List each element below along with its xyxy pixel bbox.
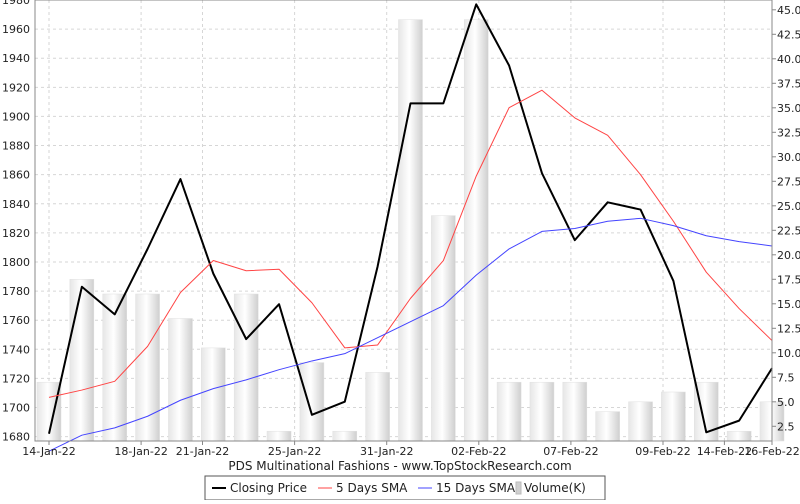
right-tick-label: 42.5: [777, 28, 800, 41]
legend-label: 15 Days SMA: [436, 481, 516, 495]
right-tick-label: 45.0: [777, 4, 800, 17]
left-tick-label: 1800: [2, 256, 30, 269]
x-tick-label: 31-Jan-22: [360, 445, 414, 458]
left-tick-label: 1920: [2, 81, 30, 94]
volume-bar: [726, 430, 752, 442]
left-tick-label: 1760: [2, 314, 30, 327]
left-tick-label: 1700: [2, 402, 30, 415]
left-tick-label: 1900: [2, 110, 30, 123]
legend-label: Closing Price: [230, 481, 307, 495]
right-tick-label: 37.5: [777, 77, 800, 90]
volume-bar: [102, 293, 127, 442]
right-axis: 2.5 5.0 7.5 10.0 12.5 15.0 17.5 20.0 22.5 25.0 27.…: [772, 4, 800, 433]
right-tick-label: 25.0: [777, 200, 800, 213]
plot-frame: [34, 0, 773, 442]
volume-bar: [69, 279, 95, 442]
volume-bar: [201, 347, 226, 442]
volume-bar: [496, 381, 522, 442]
x-tick-label: 09-Feb-22: [635, 445, 690, 458]
chart-title: PDS Multinational Fashions - www.TopStoc…: [228, 459, 571, 473]
x-tick-label: 21-Jan-22: [176, 445, 230, 458]
x-tick-label: 14-Feb-22: [697, 445, 752, 458]
volume-bar: [628, 401, 653, 442]
5-days-sma-line: [48, 89, 773, 398]
left-tick-label: 1720: [2, 372, 30, 385]
x-tick-label: 25-Jan-22: [268, 445, 322, 458]
volume-bar: [431, 215, 456, 442]
left-tick-label: 1980: [2, 0, 30, 7]
legend-swatch-volume: [515, 481, 522, 495]
x-axis: 14-Jan-22 18-Jan-22 21-Jan-22 25-Jan-22 31-J…: [22, 441, 800, 458]
15-days-sma-line: [48, 217, 773, 452]
volume-bar: [168, 318, 193, 442]
legend: Closing Price 5 Days SMA 15 Days SMA Volume…: [212, 481, 586, 495]
legend-label: 5 Days SMA: [336, 481, 408, 495]
right-tick-label: 20.0: [777, 249, 800, 262]
right-tick-label: 10.0: [777, 347, 800, 360]
right-tick-label: 17.5: [777, 273, 800, 286]
x-tick-label: 18-Jan-22: [114, 445, 168, 458]
right-tick-label: 22.5: [777, 224, 800, 237]
left-tick-label: 1840: [2, 198, 30, 211]
volume-bar: [332, 430, 358, 442]
volume-bar: [529, 381, 555, 442]
volume-bar: [595, 411, 620, 442]
right-tick-label: 30.0: [777, 151, 800, 164]
left-tick-label: 1740: [2, 343, 30, 356]
right-tick-label: 15.0: [777, 298, 800, 311]
left-tick-label: 1940: [2, 52, 30, 65]
x-tick-label: 02-Feb-22: [451, 445, 506, 458]
left-tick-label: 1820: [2, 227, 30, 240]
volume-bar: [661, 391, 686, 442]
x-tick-label: 16-Feb-22: [744, 445, 799, 458]
volume-bar: [398, 19, 423, 442]
right-tick-label: 35.0: [777, 102, 800, 115]
right-tick-label: 5.0: [777, 396, 795, 409]
left-tick-label: 1880: [2, 140, 30, 153]
volume-bar: [266, 430, 292, 442]
x-tick-label: 07-Feb-22: [543, 445, 598, 458]
right-tick-label: 32.5: [777, 126, 800, 139]
closing-price-line: [48, 3, 773, 434]
right-tick-label: 7.5: [777, 371, 795, 384]
volume-bar: [299, 362, 325, 442]
left-tick-label: 1680: [2, 431, 30, 444]
left-tick-label: 1860: [2, 169, 30, 182]
volume-bar: [365, 372, 390, 442]
right-tick-label: 2.5: [777, 420, 795, 433]
left-axis: 1680 1700 1720 1740 1760 1780 1800 1820 1840 1860…: [2, 0, 30, 444]
right-tick-label: 12.5: [777, 322, 800, 335]
legend-label: Volume(K): [524, 481, 586, 495]
volume-bar: [233, 293, 259, 442]
x-tick-label: 14-Jan-22: [22, 445, 76, 458]
line-series: [48, 3, 773, 452]
left-tick-label: 1780: [2, 285, 30, 298]
volume-bars: [36, 19, 785, 442]
volume-bar: [463, 19, 489, 442]
left-tick-label: 1960: [2, 23, 30, 36]
right-tick-label: 40.0: [777, 53, 800, 66]
volume-bar: [562, 381, 588, 442]
right-tick-label: 27.5: [777, 175, 800, 188]
